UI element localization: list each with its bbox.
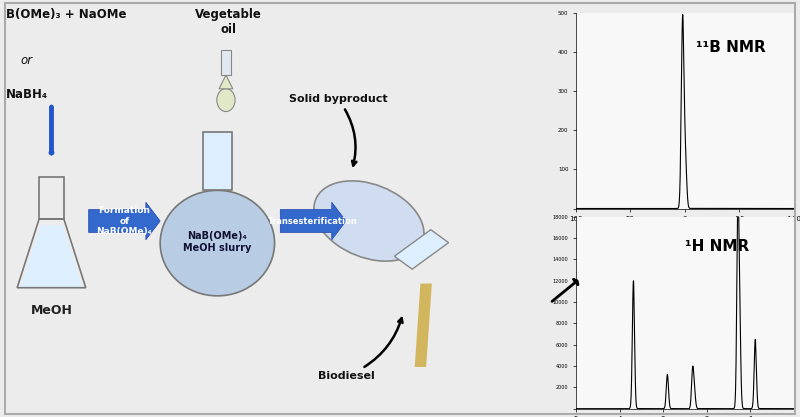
Text: NaBH₄: NaBH₄ bbox=[6, 88, 48, 100]
Ellipse shape bbox=[160, 190, 274, 296]
Text: MeOH: MeOH bbox=[30, 304, 73, 317]
Text: or: or bbox=[20, 54, 32, 67]
Text: B(OMe)₃ + NaOMe: B(OMe)₃ + NaOMe bbox=[6, 8, 126, 21]
Text: NaB(OMe)₄
MeOH slurry: NaB(OMe)₄ MeOH slurry bbox=[183, 231, 251, 253]
Polygon shape bbox=[219, 75, 233, 89]
Ellipse shape bbox=[314, 181, 424, 261]
Text: Formation
of
NaB(OMe)₄: Formation of NaB(OMe)₄ bbox=[97, 206, 152, 236]
Polygon shape bbox=[414, 284, 432, 367]
Text: ¹H NMR: ¹H NMR bbox=[685, 239, 749, 254]
Polygon shape bbox=[21, 225, 82, 288]
X-axis label: ppm: ppm bbox=[677, 224, 693, 229]
Polygon shape bbox=[394, 230, 449, 269]
Ellipse shape bbox=[217, 89, 235, 111]
Text: Transesterification: Transesterification bbox=[268, 216, 358, 226]
Text: Solid byproduct: Solid byproduct bbox=[289, 94, 387, 166]
Bar bbox=[39, 177, 64, 219]
Text: ¹¹B NMR: ¹¹B NMR bbox=[696, 40, 766, 55]
Bar bbox=[222, 50, 230, 75]
Text: Vegetable
oil: Vegetable oil bbox=[195, 8, 262, 36]
Text: Biodiesel: Biodiesel bbox=[318, 318, 402, 381]
FancyArrow shape bbox=[89, 202, 160, 240]
Bar bbox=[203, 132, 232, 190]
FancyArrow shape bbox=[280, 202, 346, 240]
